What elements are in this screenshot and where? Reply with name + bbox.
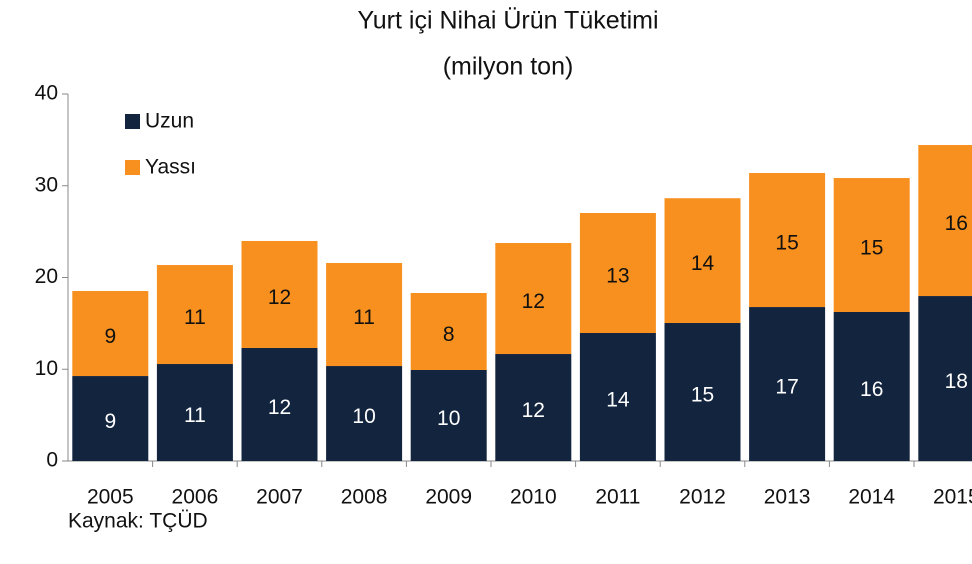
data-label: 17 — [775, 376, 798, 399]
x-tick-label: 2015 — [933, 486, 972, 509]
data-label: 11 — [184, 306, 206, 329]
chart-title: Yurt içi Nihai Ürün Tüketimi — [357, 7, 658, 35]
data-label: 12 — [268, 286, 291, 309]
y-tick-label: 10 — [35, 357, 58, 380]
x-tick-label: 2014 — [848, 486, 895, 509]
data-label: 18 — [945, 370, 968, 393]
legend-swatch — [125, 114, 140, 129]
bar-segment — [664, 323, 741, 461]
data-label: 15 — [775, 232, 798, 255]
data-label: 16 — [860, 378, 883, 401]
bar-segment — [326, 263, 403, 367]
x-tick-label: 2005 — [87, 486, 134, 509]
bar-segment — [410, 369, 487, 461]
bar-segment — [410, 293, 487, 370]
y-tick-label: 0 — [46, 449, 58, 472]
data-label: 10 — [437, 407, 460, 430]
bar-segment — [833, 311, 910, 461]
legend-label: Yassı — [145, 156, 196, 179]
data-label: 12 — [522, 290, 545, 313]
data-label: 8 — [443, 323, 455, 346]
data-label: 15 — [860, 237, 883, 260]
x-tick-label: 2007 — [256, 486, 303, 509]
data-label: 11 — [353, 306, 375, 329]
x-tick-label: 2012 — [679, 486, 726, 509]
bar-segment — [326, 366, 403, 461]
y-tick-label: 40 — [35, 82, 58, 105]
legend-swatch — [125, 160, 140, 175]
x-tick-label: 2008 — [341, 486, 388, 509]
bar-segment — [156, 265, 233, 365]
data-label: 15 — [691, 384, 714, 407]
bar-segment — [664, 198, 741, 324]
data-label: 11 — [184, 404, 206, 427]
bar-segment — [749, 172, 826, 308]
bar-segment — [495, 243, 572, 355]
x-tick-label: 2010 — [510, 486, 557, 509]
bar-segment — [833, 178, 910, 312]
source-note: Kaynak: TÇÜD — [68, 510, 208, 533]
bar-segment — [918, 145, 972, 297]
data-label: 13 — [606, 265, 629, 288]
data-label: 12 — [268, 396, 291, 419]
bar-segment — [749, 307, 826, 461]
x-tick-label: 2011 — [595, 486, 640, 509]
y-tick-label: 20 — [35, 265, 58, 288]
chart-subtitle: (milyon ton) — [443, 53, 574, 81]
data-label: 12 — [522, 399, 545, 422]
data-label: 16 — [945, 212, 968, 235]
y-tick-label: 30 — [35, 173, 58, 196]
data-label: 9 — [104, 325, 116, 348]
data-label: 14 — [691, 252, 715, 275]
data-label: 10 — [352, 405, 375, 428]
bar-segment — [72, 376, 149, 461]
data-label: 9 — [104, 410, 116, 433]
bar-segment — [241, 347, 318, 461]
legend-label: Uzun — [145, 110, 194, 133]
bar-segment — [241, 240, 318, 348]
x-tick-label: 2009 — [425, 486, 472, 509]
bar-segment — [579, 333, 656, 461]
bar-segment — [72, 290, 149, 377]
bar-segment — [495, 354, 572, 461]
bar-segment — [918, 296, 972, 461]
bar-segment — [156, 364, 233, 461]
data-label: 14 — [606, 389, 630, 412]
bar-segment — [579, 212, 656, 334]
x-tick-label: 2006 — [172, 486, 219, 509]
x-tick-label: 2013 — [764, 486, 811, 509]
